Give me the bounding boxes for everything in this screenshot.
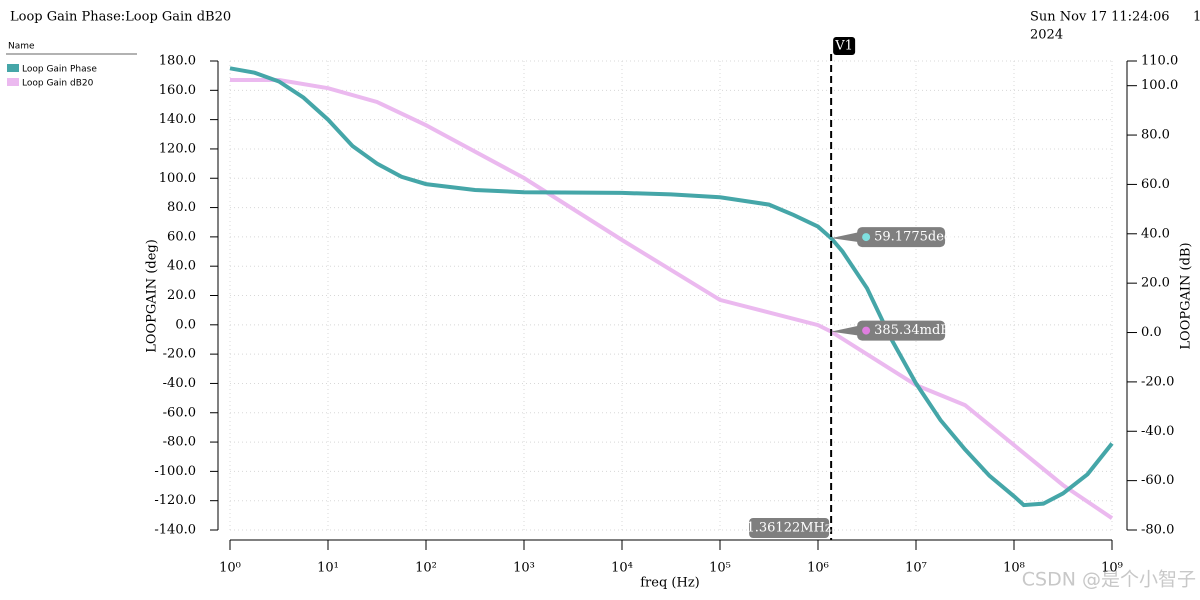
y-tick-label: 20.0 — [167, 288, 196, 303]
y-tick-label: 80.0 — [167, 200, 196, 215]
y-tick-label: -100.0 — [154, 464, 196, 479]
y-tick-label: 180.0 — [159, 54, 196, 69]
legend-swatch — [7, 64, 19, 72]
readout-box — [857, 227, 946, 248]
legend-swatch — [7, 78, 19, 86]
cursor-x-box — [749, 518, 830, 538]
readout-dot — [862, 326, 871, 335]
y-tick-label: 0.0 — [175, 317, 196, 332]
y-tick-label: 160.0 — [159, 83, 196, 98]
y2-tick-label: -60.0 — [1141, 473, 1174, 488]
y2-tick-label: 60.0 — [1141, 177, 1170, 192]
chart-title: Loop Gain Phase:Loop Gain dB20 — [10, 10, 231, 25]
y-tick-label: -120.0 — [154, 493, 196, 508]
y-tick-label: 100.0 — [159, 171, 196, 186]
legend-label: Loop Gain Phase — [22, 65, 97, 75]
cursor-tag — [833, 37, 856, 55]
y-tick-label: 60.0 — [167, 229, 196, 244]
readout-callout — [831, 325, 860, 336]
y2-tick-label: 20.0 — [1141, 276, 1170, 291]
x-tick-label: 10⁴ — [611, 561, 633, 576]
y-tick-label: -140.0 — [154, 523, 196, 538]
y2-tick-label: 80.0 — [1141, 128, 1170, 143]
y2-axis-label: LOOPGAIN (dB) — [1179, 242, 1194, 349]
x-tick-label: 10⁵ — [709, 561, 731, 576]
y2-tick-label: 40.0 — [1141, 226, 1170, 241]
y2-tick-label: -80.0 — [1141, 523, 1174, 538]
readout-label: 59.1775deg — [874, 230, 952, 245]
x-tick-label: 10⁷ — [905, 561, 927, 576]
legend-label: Loop Gain dB20 — [22, 79, 94, 89]
readout-box — [857, 320, 946, 341]
y2-tick-label: -40.0 — [1141, 424, 1174, 439]
x-tick-label: 10¹ — [317, 561, 339, 576]
x-tick-label: 10⁹ — [1101, 561, 1123, 576]
watermark: CSDN @是个小智子 — [1022, 569, 1196, 591]
y2-tick-label: 100.0 — [1141, 78, 1178, 93]
y-tick-label: 140.0 — [159, 112, 196, 127]
y-tick-label: -80.0 — [163, 435, 196, 450]
series-line — [230, 78, 1114, 520]
x-tick-label: 10³ — [513, 561, 535, 576]
readout-label: 385.34mdB — [874, 323, 950, 338]
x-tick-label: 10⁰ — [219, 561, 241, 576]
y-axis-label: LOOPGAIN (deg) — [145, 239, 160, 353]
x-tick-label: 10² — [415, 561, 437, 576]
y2-tick-label: 110.0 — [1141, 54, 1178, 69]
y-tick-label: -20.0 — [163, 347, 196, 362]
cursor-name: V1 — [834, 39, 853, 54]
timestamp: Sun Nov 17 11:24:06 — [1030, 10, 1170, 25]
y2-tick-label: 0.0 — [1141, 325, 1162, 340]
x-tick-label: 10⁶ — [807, 561, 829, 576]
y-tick-label: -40.0 — [163, 376, 196, 391]
x-axis-label: freq (Hz) — [640, 576, 700, 591]
readout-callout — [831, 232, 860, 243]
y-tick-label: 40.0 — [167, 259, 196, 274]
legend-header: Name — [8, 42, 35, 52]
readout-dot — [862, 233, 871, 242]
y-tick-label: 120.0 — [159, 141, 196, 156]
y2-tick-label: -20.0 — [1141, 374, 1174, 389]
cursor-x-label: 1.36122MHz — [746, 521, 831, 536]
series-line — [229, 66, 1114, 508]
y-tick-label: -60.0 — [163, 405, 196, 420]
x-tick-label: 10⁸ — [1003, 561, 1025, 576]
timestamp: 2024 — [1030, 28, 1063, 43]
page-number: 1 — [1193, 10, 1200, 25]
